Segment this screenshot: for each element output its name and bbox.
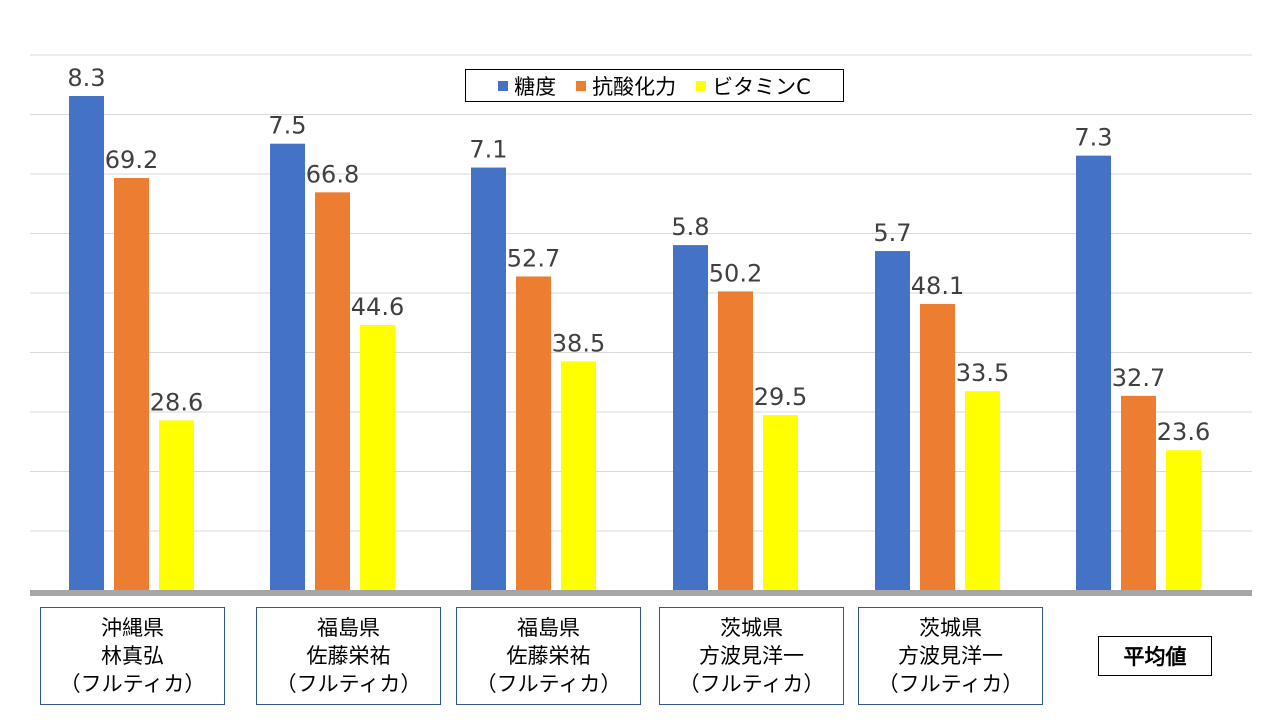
category-label-5: 茨城県 方波見洋一 （フルティカ） [858, 607, 1043, 705]
bar [763, 415, 798, 591]
bar [673, 245, 708, 592]
legend-item: 糖度 [498, 71, 556, 101]
data-label: 7.1 [469, 136, 507, 164]
bar [516, 276, 551, 591]
category-label-line: 平均値 [1123, 645, 1187, 669]
bar [471, 167, 506, 591]
category-label-line: 方波見洋一 [898, 644, 1003, 668]
data-label: 28.6 [150, 388, 203, 416]
data-label: 29.5 [754, 383, 807, 411]
category-label-line: 茨城県 [720, 616, 783, 640]
bar [270, 143, 305, 591]
category-label-line: 佐藤栄祐 [306, 644, 391, 668]
category-label-line: 林真弘 [101, 644, 164, 668]
data-label: 48.1 [911, 272, 964, 300]
category-label-line: 佐藤栄祐 [506, 644, 591, 668]
bar [965, 391, 1000, 591]
legend-item: 抗酸化力 [576, 71, 676, 101]
data-label: 33.5 [956, 359, 1009, 387]
data-label: 50.2 [709, 259, 762, 287]
data-label: 7.3 [1074, 124, 1112, 152]
bar [875, 251, 910, 591]
bar [561, 361, 596, 591]
category-label-line: （フルティカ） [678, 672, 825, 696]
data-label: 52.7 [507, 244, 560, 272]
category-label-line: （フルティカ） [275, 672, 422, 696]
data-label: 38.5 [552, 329, 605, 357]
data-label: 44.6 [351, 293, 404, 321]
category-label-line: 福島県 [517, 616, 580, 640]
bar [1076, 155, 1111, 591]
bar [1166, 450, 1201, 591]
legend-swatch-vitamin-c [696, 80, 707, 91]
category-label-4: 茨城県 方波見洋一 （フルティカ） [659, 607, 844, 705]
data-label: 7.5 [268, 112, 306, 140]
legend-item: ビタミンC [696, 71, 811, 101]
bar [920, 303, 955, 591]
bar [159, 420, 194, 591]
category-label-2: 福島県 佐藤栄祐 （フルティカ） [256, 607, 441, 705]
legend-label: ビタミンC [712, 74, 811, 99]
category-label-line: （フルティカ） [475, 672, 622, 696]
legend-swatch-antioxidant [576, 80, 587, 91]
bar [1121, 395, 1156, 591]
legend: 糖度 抗酸化力 ビタミンC [465, 69, 844, 102]
data-label: 32.7 [1112, 364, 1165, 392]
category-label-line: （フルティカ） [59, 672, 206, 696]
category-label-line: 沖縄県 [101, 616, 164, 640]
category-label-line: （フルティカ） [877, 672, 1024, 696]
bar [718, 291, 753, 591]
legend-label: 糖度 [514, 74, 557, 99]
legend-swatch-sugar [498, 80, 509, 91]
bar [360, 325, 395, 591]
bar [69, 96, 104, 591]
bar [315, 192, 350, 591]
category-label-line: 茨城県 [919, 616, 982, 640]
legend-label: 抗酸化力 [592, 74, 677, 99]
category-label-3: 福島県 佐藤栄祐 （フルティカ） [456, 607, 641, 705]
data-label: 69.2 [105, 146, 158, 174]
data-label: 5.8 [671, 213, 709, 241]
data-label: 66.8 [306, 160, 359, 188]
category-label-1: 沖縄県 林真弘 （フルティカ） [40, 607, 225, 705]
data-label: 23.6 [1157, 418, 1210, 446]
category-label-line: 福島県 [317, 616, 380, 640]
bar [114, 178, 149, 591]
category-label-line: 方波見洋一 [699, 644, 804, 668]
data-label: 5.7 [873, 219, 911, 247]
data-label: 8.3 [67, 64, 105, 92]
category-label-average: 平均値 [1098, 636, 1212, 676]
